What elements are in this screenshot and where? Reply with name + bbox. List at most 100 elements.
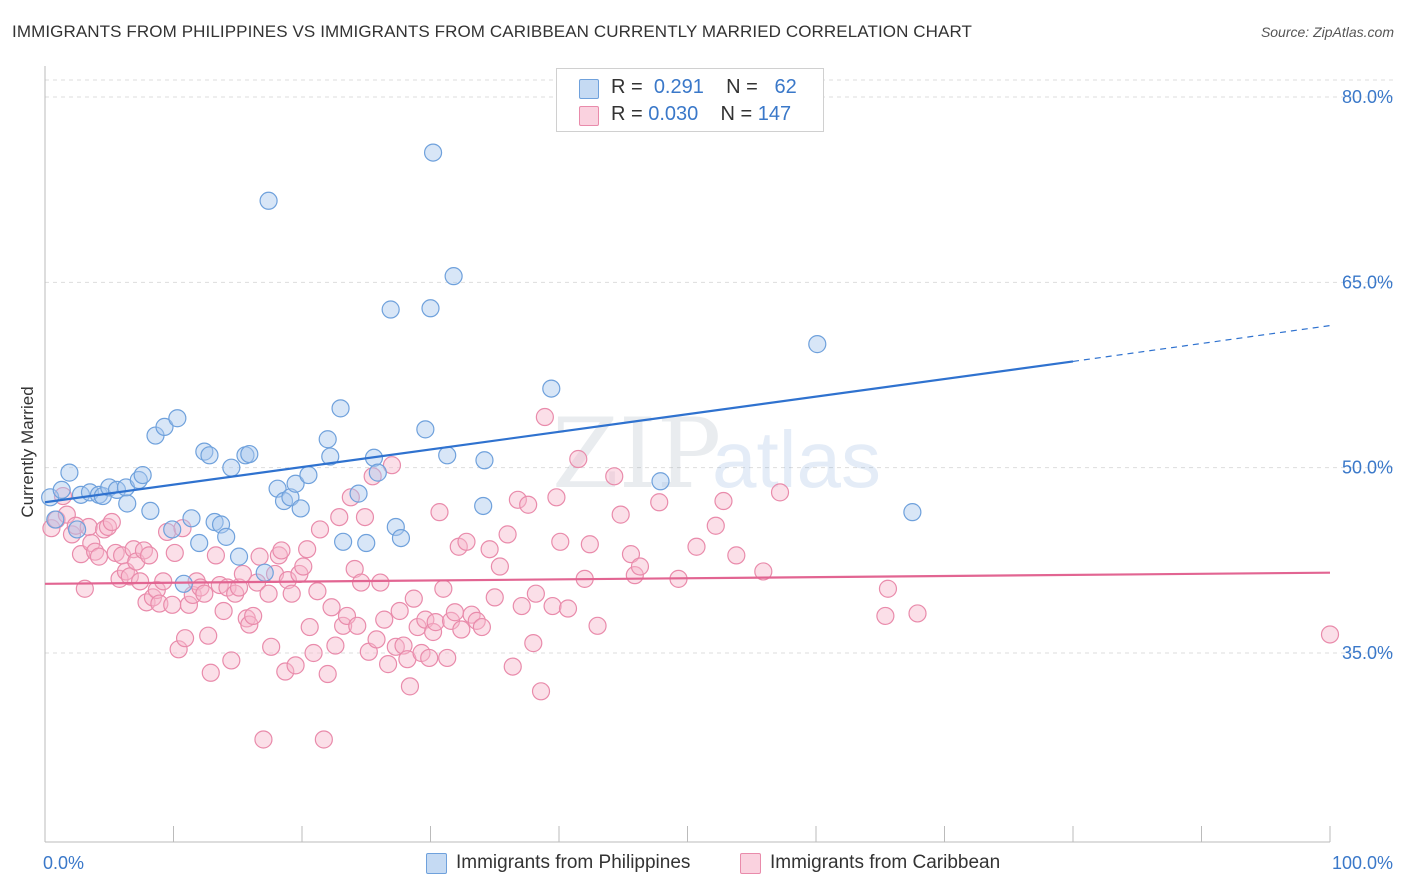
- trend-lines: [44, 324, 1331, 585]
- caribbean-point: [334, 616, 353, 635]
- caribbean-point: [687, 537, 706, 556]
- watermark-zip: ZIP: [552, 398, 721, 510]
- philippines-point: [542, 379, 561, 398]
- philippines-point: [182, 509, 201, 528]
- caribbean-point: [727, 546, 746, 565]
- caribbean-point: [519, 495, 538, 514]
- caribbean-point: [531, 682, 551, 701]
- caribbean-point: [386, 637, 405, 656]
- philippines-point: [163, 520, 182, 539]
- caribbean-point: [547, 488, 566, 507]
- caribbean-point: [621, 545, 641, 564]
- bottom-legend-label: Immigrants from Caribbean: [770, 852, 1001, 873]
- philippines-point: [68, 520, 87, 539]
- caribbean-point: [754, 562, 773, 581]
- caribbean-point: [222, 651, 241, 670]
- caribbean-point: [348, 616, 367, 635]
- caribbean-trend-line: [44, 571, 1331, 585]
- y-axis-label: Currently Married: [18, 386, 37, 518]
- y-tick-label: 80.0%: [1342, 87, 1393, 107]
- caribbean-point: [322, 598, 341, 617]
- caribbean-point: [876, 606, 895, 626]
- caribbean-point: [102, 512, 121, 532]
- philippines-point: [141, 501, 160, 521]
- philippines-point: [331, 399, 350, 418]
- caribbean-point: [434, 579, 453, 598]
- caribbean-point: [310, 520, 330, 539]
- caribbean-point: [508, 490, 527, 509]
- caribbean-point: [390, 601, 409, 621]
- caribbean-point: [630, 557, 650, 576]
- caribbean-point: [551, 532, 570, 551]
- philippines-point: [386, 517, 405, 537]
- caribbean-point: [300, 617, 319, 637]
- caribbean-point: [472, 617, 491, 637]
- philippines-point: [318, 430, 337, 449]
- caribbean-point: [498, 525, 517, 544]
- tick-labels: 35.0% 50.0% 65.0% 80.0% 0.0% 100.0%: [43, 87, 1393, 873]
- caribbean-point: [175, 629, 195, 648]
- caribbean-point: [878, 579, 898, 598]
- caribbean-point: [201, 663, 220, 682]
- caribbean-point: [154, 572, 173, 591]
- caribbean-point: [714, 491, 733, 511]
- caribbean-point: [214, 601, 233, 621]
- caribbean-point: [367, 630, 386, 649]
- philippines-point: [281, 488, 300, 507]
- caribbean-point: [430, 503, 449, 522]
- watermark: ZIP atlas: [552, 398, 881, 510]
- philippines-point: [155, 417, 174, 436]
- watermark-atlas: atlas: [712, 415, 881, 504]
- caribbean-point: [558, 599, 578, 618]
- caribbean-point: [314, 730, 333, 749]
- caribbean-point: [394, 636, 413, 655]
- caribbean-point: [490, 557, 509, 576]
- philippines-point: [291, 499, 310, 518]
- caribbean-point: [605, 467, 624, 486]
- philippines-point: [259, 191, 278, 210]
- bottom-legend-swatch: [426, 853, 447, 874]
- philippines-trend-extension: [1072, 324, 1331, 363]
- source-note: Source: ZipAtlas.com: [1260, 24, 1394, 40]
- caribbean-point: [71, 545, 91, 564]
- caribbean-point: [485, 588, 504, 607]
- caribbean-point: [134, 541, 154, 560]
- philippines-point: [60, 463, 79, 482]
- caribbean-point: [269, 546, 288, 565]
- caribbean-point: [382, 456, 402, 475]
- philippines-point: [438, 446, 457, 465]
- legend-r-value: 0.030: [648, 103, 699, 125]
- caribbean-point: [294, 557, 313, 576]
- philippines-point: [474, 496, 493, 516]
- philippines-point: [255, 563, 274, 582]
- philippines-point: [444, 267, 463, 286]
- caribbean-point: [438, 648, 457, 668]
- philippines-point: [475, 451, 494, 470]
- caribbean-point: [452, 620, 471, 639]
- caribbean-point: [254, 730, 273, 749]
- philippines-point: [222, 458, 241, 477]
- caribbean-point: [286, 656, 305, 675]
- caribbean-point: [543, 596, 562, 616]
- caribbean-points: [42, 407, 1340, 749]
- caribbean-point: [278, 571, 297, 590]
- philippines-point: [52, 480, 71, 500]
- caribbean-point: [42, 519, 61, 538]
- philippines-point: [190, 533, 209, 553]
- philippines-point: [46, 510, 65, 529]
- caribbean-point: [512, 596, 531, 616]
- caribbean-point: [206, 546, 226, 565]
- caribbean-point: [480, 540, 499, 559]
- caribbean-point: [199, 626, 218, 645]
- philippines-point: [416, 420, 435, 439]
- caribbean-point: [404, 589, 423, 608]
- caribbean-point: [706, 516, 725, 535]
- philippines-point: [168, 409, 187, 428]
- caribbean-point: [503, 657, 522, 676]
- philippines-point: [299, 465, 318, 485]
- philippines-point: [651, 472, 670, 491]
- caribbean-point: [371, 573, 390, 592]
- caribbean-point: [139, 546, 159, 565]
- philippines-point: [174, 574, 193, 593]
